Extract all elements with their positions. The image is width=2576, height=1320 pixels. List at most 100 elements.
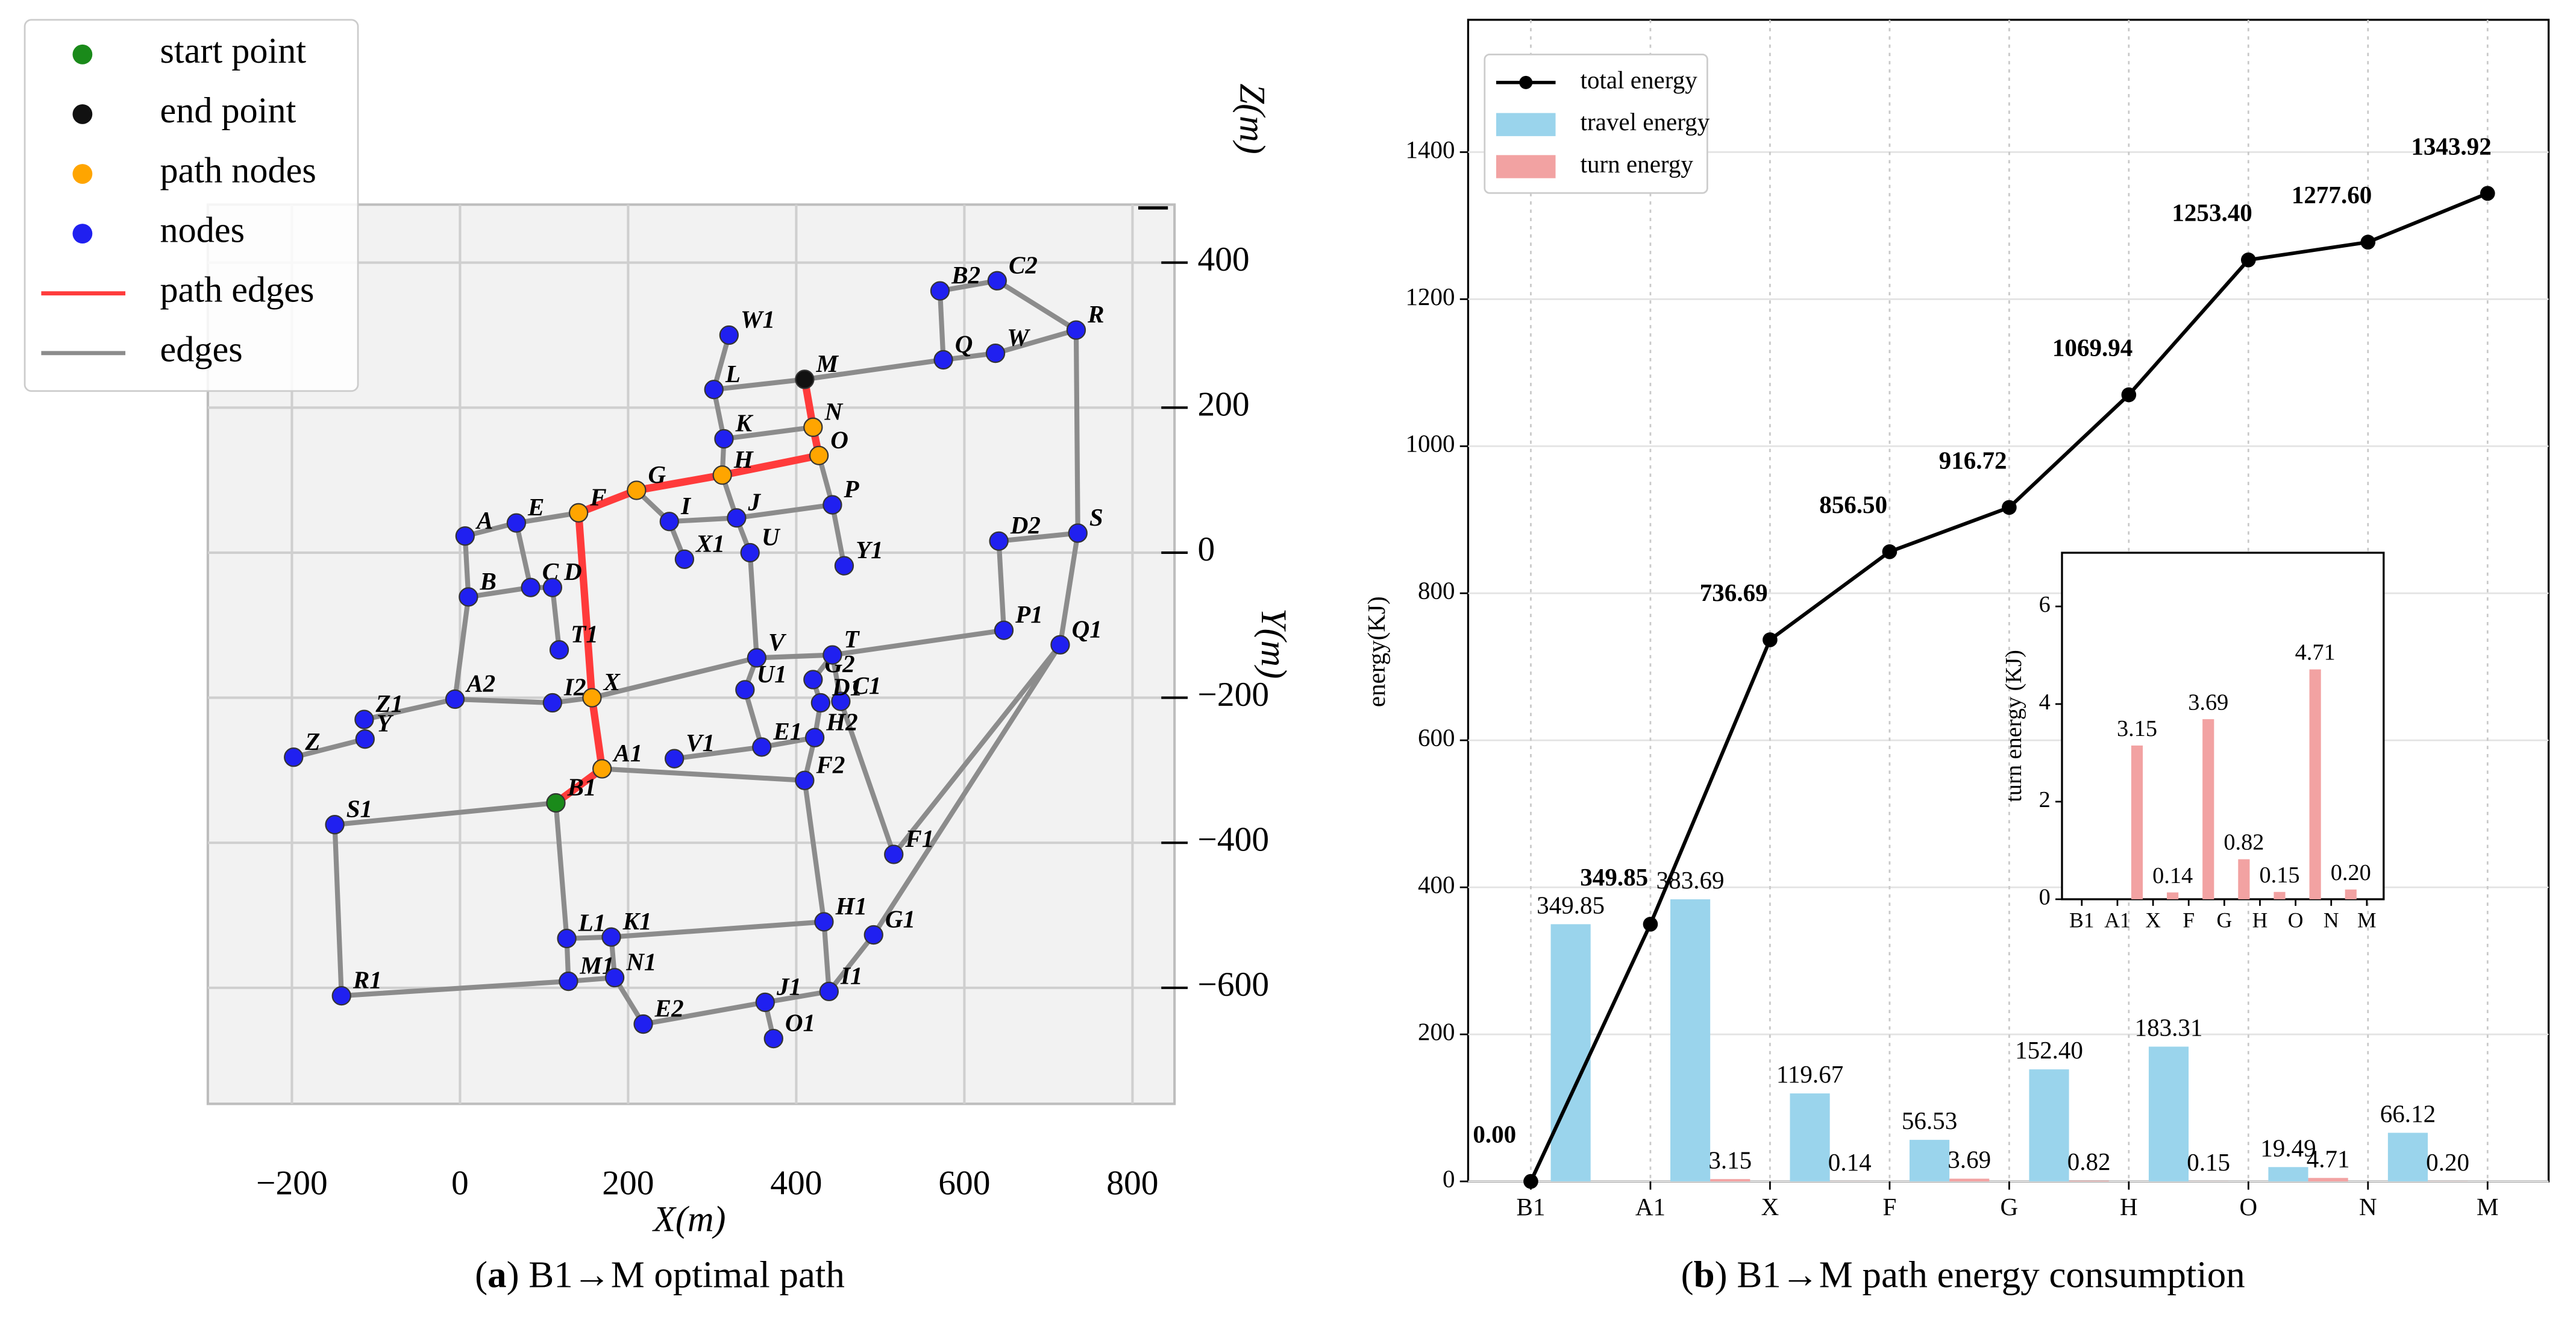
path-edge bbox=[588, 694, 606, 773]
caption: (b) B1→M path energy consumption bbox=[1681, 1254, 2245, 1296]
bar-value-label: 183.31 bbox=[2135, 1014, 2203, 1042]
edge bbox=[362, 696, 458, 722]
edge bbox=[452, 696, 555, 706]
node-label: Y1 bbox=[856, 536, 883, 564]
y-tick-label: 0 bbox=[1197, 530, 1215, 568]
node bbox=[831, 691, 851, 711]
bar-value-label: 0.14 bbox=[2152, 863, 2193, 888]
line-value-label: 1277.60 bbox=[2292, 181, 2372, 209]
node-label: P bbox=[844, 475, 860, 503]
y-tick-label: 0 bbox=[1443, 1164, 1455, 1192]
line-marker bbox=[1763, 632, 1778, 647]
node bbox=[809, 445, 829, 465]
node-label: B1 bbox=[567, 773, 597, 801]
bar bbox=[2274, 891, 2286, 899]
bar-value-label: 0.20 bbox=[2426, 1148, 2469, 1176]
node-label: D bbox=[563, 558, 582, 585]
node-label: Q1 bbox=[1072, 615, 1102, 643]
node bbox=[568, 503, 589, 523]
node bbox=[714, 429, 734, 449]
y-axis-label: turn energy (KJ) bbox=[2001, 650, 2026, 802]
node bbox=[795, 369, 815, 389]
node-label: R1 bbox=[353, 966, 382, 994]
node bbox=[627, 480, 647, 500]
node bbox=[735, 680, 755, 700]
bar-value-label: 66.12 bbox=[2380, 1099, 2436, 1127]
node bbox=[542, 693, 563, 713]
node bbox=[582, 688, 602, 708]
legend-label: nodes bbox=[160, 210, 245, 250]
node bbox=[506, 513, 527, 533]
edge bbox=[734, 502, 835, 521]
x-tick-label: G bbox=[2216, 908, 2232, 932]
node bbox=[592, 759, 612, 779]
node bbox=[601, 927, 621, 947]
edge bbox=[600, 766, 807, 783]
y-tick-label: 200 bbox=[1197, 386, 1249, 424]
legend-label: turn energy bbox=[1581, 150, 1694, 178]
x-tick-label: B1 bbox=[1517, 1193, 1546, 1221]
bar bbox=[2202, 719, 2214, 899]
bar bbox=[2387, 1133, 2428, 1182]
edge bbox=[339, 978, 571, 999]
path-edge bbox=[574, 486, 641, 517]
x-tick-label: −200 bbox=[256, 1164, 328, 1202]
x-tick-label: M bbox=[2357, 908, 2377, 932]
node-label: U bbox=[762, 523, 781, 550]
floor-plane bbox=[206, 203, 1176, 1105]
node-label: Z bbox=[304, 728, 320, 755]
bar bbox=[2148, 1046, 2189, 1182]
node-label: I1 bbox=[840, 961, 863, 989]
bar bbox=[1949, 1178, 1990, 1182]
node bbox=[659, 512, 679, 532]
legend-marker bbox=[72, 164, 93, 184]
edge bbox=[937, 288, 946, 363]
node-label: D2 bbox=[1010, 511, 1041, 539]
x-tick-label: F bbox=[1882, 1193, 1896, 1221]
node-label: B2 bbox=[951, 261, 980, 289]
x-tick-label: N bbox=[2359, 1193, 2377, 1221]
node bbox=[445, 689, 465, 709]
line-value-label: 856.50 bbox=[1819, 491, 1887, 518]
node bbox=[604, 967, 625, 988]
bar bbox=[1550, 924, 1591, 1182]
node-label: A bbox=[475, 506, 493, 534]
node bbox=[795, 770, 815, 790]
node bbox=[987, 271, 1007, 291]
node-label: C1 bbox=[853, 671, 882, 699]
bar bbox=[2131, 745, 2143, 899]
edge bbox=[830, 502, 847, 568]
bar-value-label: 19.49 bbox=[2260, 1134, 2316, 1161]
node bbox=[704, 380, 724, 400]
line-marker bbox=[1643, 917, 1658, 932]
bar-value-label: 3.69 bbox=[2188, 690, 2228, 715]
node bbox=[1066, 320, 1086, 340]
z-axis-label: Z(m) bbox=[1232, 84, 1273, 154]
node bbox=[814, 912, 834, 932]
node-label: W1 bbox=[741, 306, 775, 333]
y-tick-label: −400 bbox=[1197, 820, 1269, 858]
bar bbox=[1670, 899, 1711, 1182]
edge bbox=[609, 919, 827, 940]
legend-box bbox=[24, 19, 359, 392]
bar-value-label: 0.82 bbox=[2067, 1148, 2111, 1175]
line-value-label: 1253.40 bbox=[2172, 199, 2252, 227]
edge bbox=[513, 520, 533, 590]
node bbox=[557, 928, 577, 949]
line-marker bbox=[2360, 234, 2376, 250]
node bbox=[355, 729, 375, 749]
line-marker bbox=[2002, 500, 2017, 515]
caption-part: ( bbox=[475, 1254, 487, 1296]
node-label: T bbox=[844, 625, 860, 653]
edge bbox=[332, 822, 344, 999]
bar-value-label: 4.71 bbox=[2307, 1145, 2350, 1172]
bar bbox=[2238, 859, 2250, 899]
node bbox=[455, 526, 475, 546]
line-marker bbox=[1523, 1174, 1538, 1189]
edge bbox=[821, 919, 832, 995]
node bbox=[542, 577, 563, 597]
y-tick-label: 0 bbox=[2039, 885, 2051, 910]
node bbox=[763, 1028, 783, 1049]
line-marker bbox=[1882, 544, 1898, 559]
y-tick-label: 4 bbox=[2039, 690, 2051, 715]
